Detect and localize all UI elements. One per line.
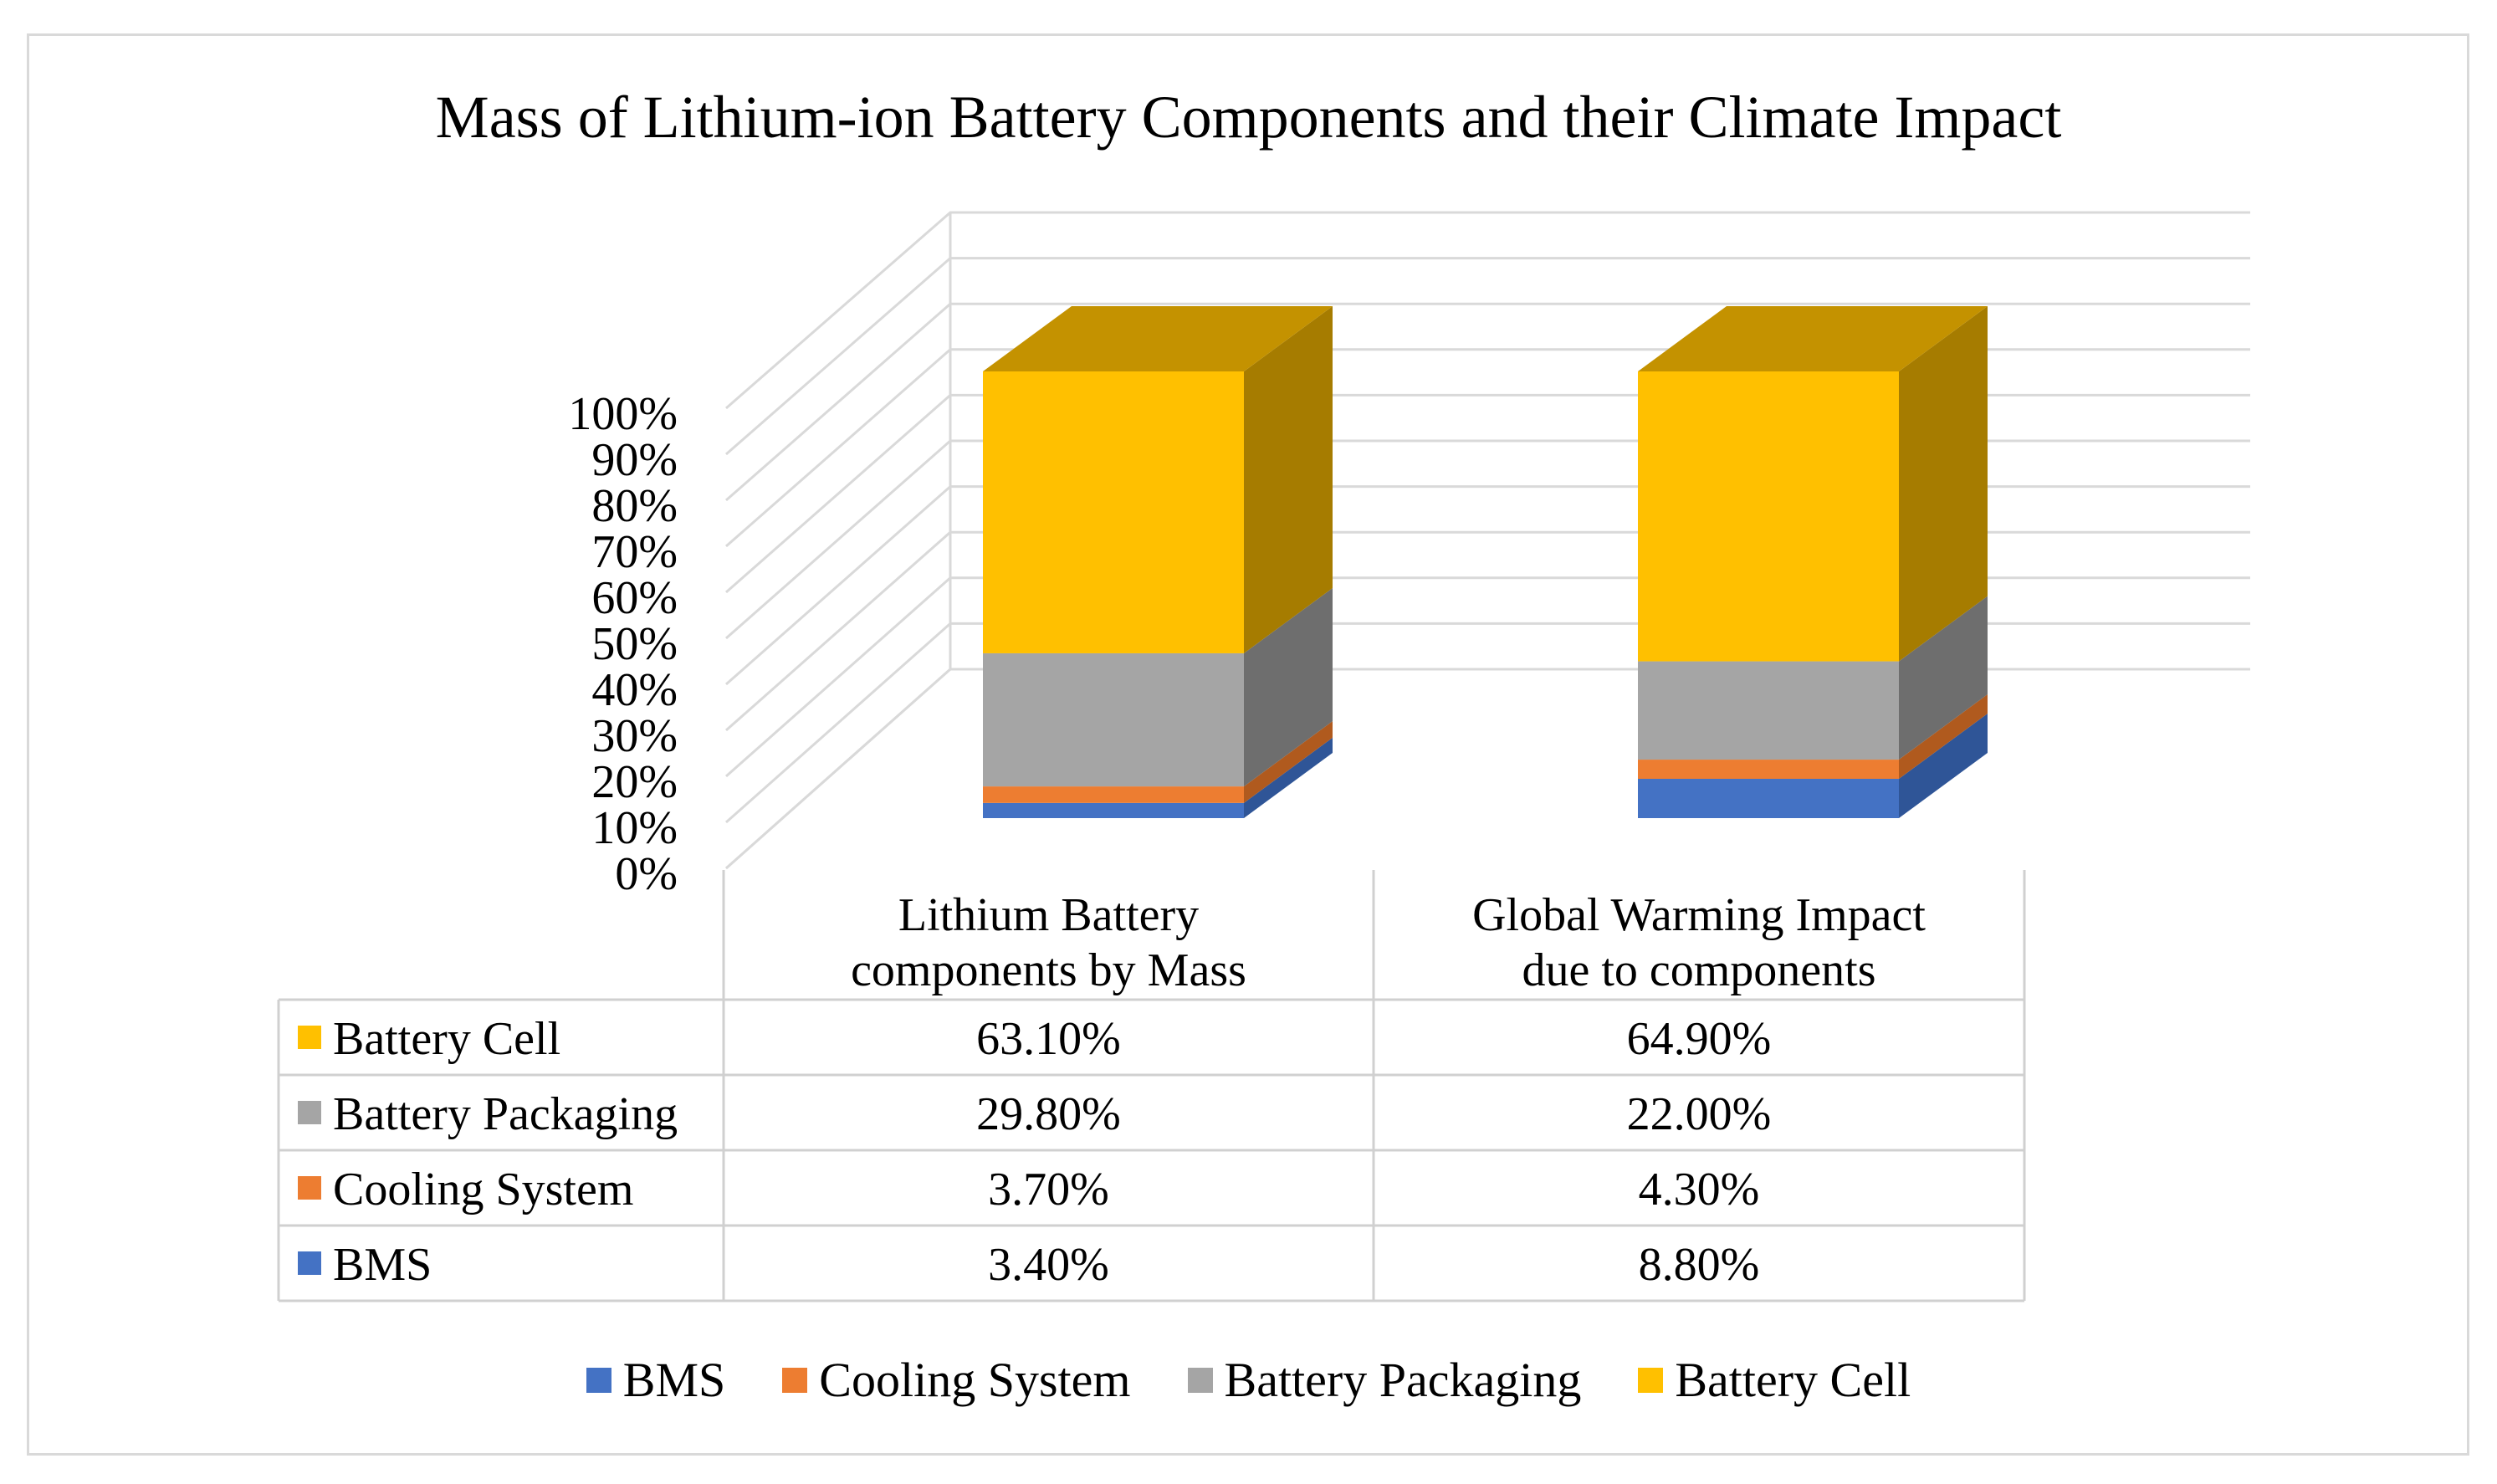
y-tick-label: 0% [615, 848, 678, 900]
y-tick-label: 10% [591, 802, 678, 854]
gridline [725, 439, 2250, 640]
gridline [725, 393, 2250, 594]
bar-front-cooling-system [1638, 760, 1899, 780]
bar-front-bms [983, 802, 1244, 818]
table-cell-value: 63.10% [976, 1013, 1121, 1065]
legend-swatch [586, 1368, 611, 1393]
table-column-header: due to components [1522, 944, 1875, 996]
table-legend-swatch [298, 1026, 321, 1049]
bar-side-cooling-system [1899, 694, 1988, 780]
table-column-header: Lithium Battery [898, 889, 1199, 941]
table-row-label: BMS [333, 1239, 432, 1291]
gridline [725, 257, 2250, 456]
legend-swatch [1187, 1368, 1213, 1393]
legend-label: Battery Packaging [1224, 1353, 1582, 1407]
legend-label: Cooling System [819, 1353, 1131, 1407]
legend-label: Battery Cell [1675, 1353, 1911, 1407]
gridline [725, 348, 2250, 548]
bar-side-battery-packaging [1244, 587, 1333, 787]
gridline [725, 302, 2250, 502]
y-tick-label: 100% [568, 388, 678, 440]
legend-item: BMS [586, 1351, 726, 1410]
y-tick-label: 90% [591, 434, 678, 486]
table-legend-swatch [298, 1176, 321, 1200]
table-row-label: Battery Cell [333, 1013, 560, 1065]
bar-top-battery-cell [983, 306, 1333, 371]
gridline [725, 485, 2250, 686]
bar-front-bms [1638, 779, 1899, 818]
chart-gridlines [725, 211, 2250, 870]
floor-edge [725, 668, 2250, 870]
y-axis-tick-labels: 0%10%20%30%40%50%60%70%80%90%100% [568, 388, 678, 900]
table-cell-value: 22.00% [1627, 1088, 1772, 1140]
bar-front-battery-cell [983, 371, 1244, 653]
table-row-label: Cooling System [333, 1164, 633, 1215]
table-cell-value: 3.70% [988, 1164, 1109, 1215]
bar-front-cooling-system [983, 786, 1244, 803]
legend-swatch [1638, 1368, 1664, 1393]
bar-side-battery-packaging [1899, 596, 1988, 760]
table-column-header: Global Warming Impact [1472, 889, 1926, 941]
bar-side-cooling-system [1244, 721, 1333, 803]
chart-bars [983, 306, 1988, 818]
table-legend-swatch [298, 1101, 321, 1124]
table-cell-value: 8.80% [1639, 1239, 1760, 1291]
bar-front-battery-packaging [1638, 661, 1899, 760]
y-tick-label: 80% [591, 480, 678, 532]
y-tick-label: 70% [591, 526, 678, 578]
table-cell-value: 3.40% [988, 1239, 1109, 1291]
gridline [725, 530, 2250, 732]
legend-label: BMS [622, 1353, 726, 1407]
table-column-header: components by Mass [851, 944, 1246, 996]
bar-front-battery-cell [1638, 371, 1899, 662]
legend-swatch [782, 1368, 808, 1393]
bar-side-bms [1899, 714, 1988, 818]
chart-walls [725, 668, 2250, 870]
y-tick-label: 30% [591, 710, 678, 762]
table-cell-value: 64.90% [1627, 1013, 1772, 1065]
bar-side-battery-cell [1244, 306, 1333, 653]
gridline [725, 622, 2250, 824]
y-tick-label: 60% [591, 572, 678, 624]
table-cell-value: 29.80% [976, 1088, 1121, 1140]
y-tick-label: 50% [591, 618, 678, 670]
bar-front-battery-packaging [983, 652, 1244, 787]
legend-item: Battery Packaging [1187, 1351, 1582, 1410]
bar-side-bms [1244, 737, 1333, 818]
y-tick-label: 40% [591, 664, 678, 716]
table-legend-swatch [298, 1251, 321, 1275]
legend-item: Cooling System [782, 1351, 1131, 1410]
chart-legend: BMS Cooling System Battery Packaging Batter… [0, 1351, 2497, 1410]
gridline [725, 211, 2250, 410]
legend-item: Battery Cell [1638, 1351, 1911, 1410]
gridline [725, 668, 2250, 870]
bar-side-battery-cell [1899, 306, 1988, 662]
y-tick-label: 20% [591, 756, 678, 808]
gridline [725, 576, 2250, 778]
chart-title: Mass of Lithium-ion Battery Components a… [435, 84, 2062, 151]
table-row-label: Battery Packaging [333, 1088, 678, 1140]
bar-top-battery-cell [1638, 306, 1988, 371]
table-cell-value: 4.30% [1639, 1164, 1760, 1215]
